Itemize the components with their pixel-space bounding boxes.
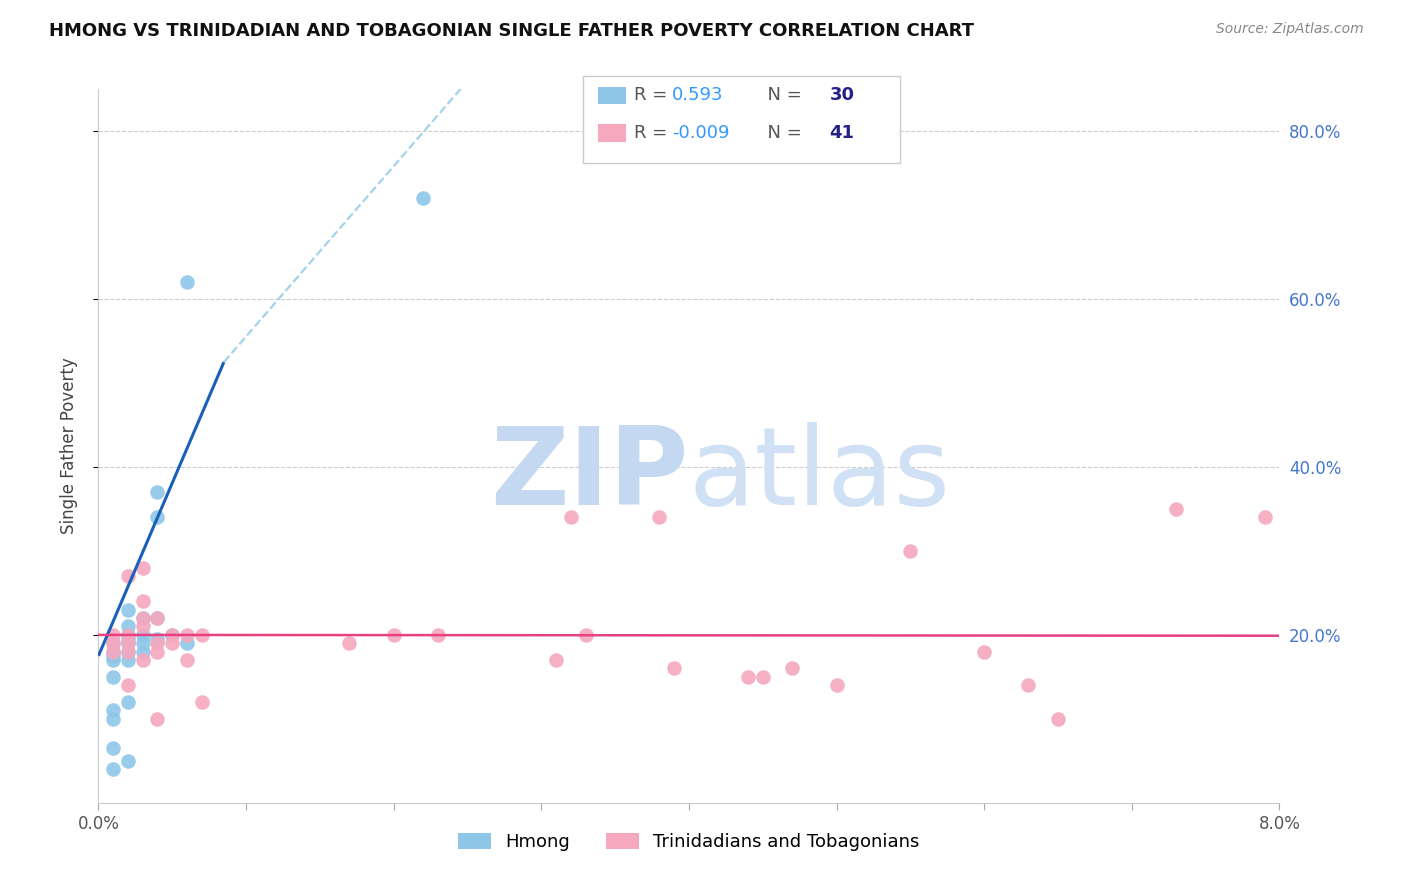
Point: [382, 628, 405, 642]
Point: [117, 636, 139, 650]
Point: [546, 653, 568, 667]
Point: [103, 712, 125, 726]
Point: [132, 619, 155, 633]
Point: [132, 645, 155, 659]
Point: [117, 645, 139, 659]
Point: [146, 485, 169, 500]
Point: [737, 670, 759, 684]
Text: 30: 30: [830, 87, 855, 104]
Point: [117, 628, 139, 642]
Point: [132, 611, 155, 625]
Point: [162, 628, 183, 642]
Point: [162, 636, 183, 650]
Point: [117, 645, 139, 659]
Point: [146, 510, 169, 524]
Point: [191, 695, 214, 709]
Point: [132, 653, 155, 667]
Point: [132, 628, 155, 642]
Point: [648, 510, 671, 524]
Legend: Hmong, Trinidadians and Tobagonians: Hmong, Trinidadians and Tobagonians: [451, 825, 927, 858]
Point: [560, 510, 582, 524]
Point: [176, 653, 198, 667]
Point: [103, 636, 125, 650]
Point: [146, 636, 169, 650]
Point: [103, 628, 125, 642]
Point: [412, 191, 434, 205]
Point: [146, 712, 169, 726]
Text: N =: N =: [756, 87, 808, 104]
Text: -0.009: -0.009: [672, 124, 730, 142]
Point: [1166, 502, 1188, 516]
Point: [427, 628, 450, 642]
Point: [132, 636, 155, 650]
Y-axis label: Single Father Poverty: Single Father Poverty: [59, 358, 77, 534]
Point: [103, 741, 125, 756]
Point: [176, 628, 198, 642]
Point: [103, 653, 125, 667]
Point: [146, 611, 169, 625]
Point: [117, 695, 139, 709]
Point: [146, 611, 169, 625]
Point: [900, 544, 922, 558]
Point: [973, 645, 995, 659]
Point: [117, 569, 139, 583]
Point: [146, 632, 169, 646]
Point: [103, 670, 125, 684]
Point: [575, 628, 598, 642]
Point: [103, 762, 125, 776]
Point: [176, 636, 198, 650]
Point: [1018, 678, 1040, 692]
Point: [782, 661, 804, 675]
Text: atlas: atlas: [689, 422, 950, 527]
Point: [103, 636, 125, 650]
Point: [1046, 712, 1070, 726]
Text: R =: R =: [634, 124, 679, 142]
Point: [825, 678, 848, 692]
Point: [664, 661, 686, 675]
Point: [117, 628, 139, 642]
Point: [132, 594, 155, 608]
Point: [752, 670, 775, 684]
Point: [191, 628, 214, 642]
Point: [117, 754, 139, 768]
Point: [117, 653, 139, 667]
Point: [117, 619, 139, 633]
Text: Source: ZipAtlas.com: Source: ZipAtlas.com: [1216, 22, 1364, 37]
Point: [132, 560, 155, 574]
Point: [103, 645, 125, 659]
Text: HMONG VS TRINIDADIAN AND TOBAGONIAN SINGLE FATHER POVERTY CORRELATION CHART: HMONG VS TRINIDADIAN AND TOBAGONIAN SING…: [49, 22, 974, 40]
Point: [146, 645, 169, 659]
Point: [1254, 510, 1277, 524]
Text: 0.593: 0.593: [672, 87, 724, 104]
Text: 41: 41: [830, 124, 855, 142]
Point: [117, 636, 139, 650]
Text: R =: R =: [634, 87, 679, 104]
Point: [103, 648, 125, 663]
Point: [103, 645, 125, 659]
Point: [103, 703, 125, 717]
Point: [176, 275, 198, 289]
Point: [117, 603, 139, 617]
Point: [117, 632, 139, 646]
Text: ZIP: ZIP: [491, 422, 689, 527]
Text: N =: N =: [756, 124, 808, 142]
Point: [162, 628, 183, 642]
Point: [117, 678, 139, 692]
Point: [339, 636, 361, 650]
Point: [132, 611, 155, 625]
